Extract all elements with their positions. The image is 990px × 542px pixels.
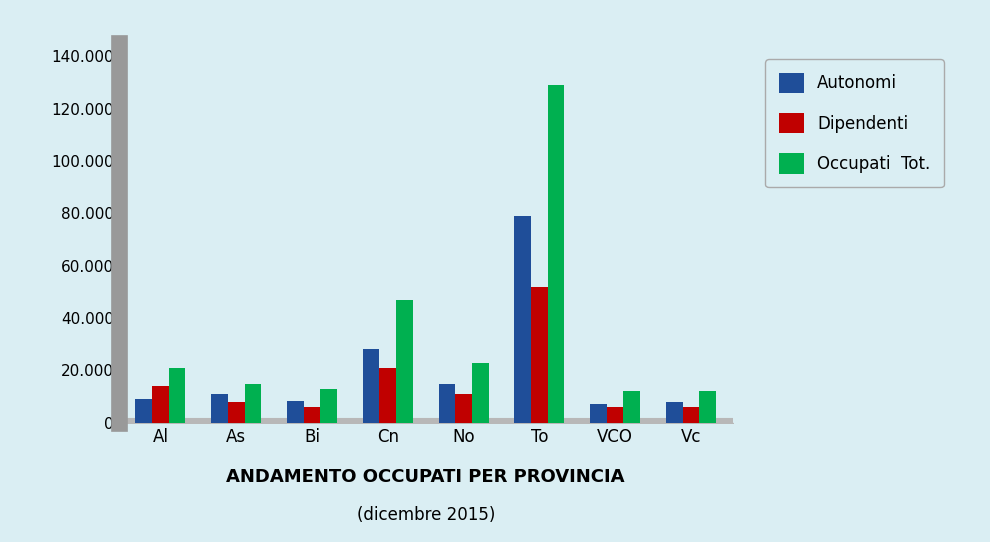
- Bar: [547, 85, 564, 423]
- Bar: [682, 407, 699, 423]
- Text: ANDAMENTO OCCUPATI PER PROVINCIA: ANDAMENTO OCCUPATI PER PROVINCIA: [227, 468, 625, 486]
- Bar: [245, 384, 261, 423]
- Bar: [666, 402, 682, 423]
- Bar: [607, 407, 624, 423]
- Bar: [515, 216, 531, 423]
- Bar: [455, 394, 472, 423]
- Bar: [136, 399, 152, 423]
- Bar: [472, 363, 489, 423]
- Bar: [439, 384, 455, 423]
- Bar: [362, 350, 379, 423]
- Bar: [304, 407, 321, 423]
- Bar: [531, 287, 547, 423]
- Legend: Autonomi, Dipendenti, Occupati  Tot.: Autonomi, Dipendenti, Occupati Tot.: [765, 59, 943, 187]
- Bar: [699, 391, 716, 423]
- Bar: [321, 389, 337, 423]
- Text: (dicembre 2015): (dicembre 2015): [356, 506, 495, 524]
- Bar: [396, 300, 413, 423]
- Bar: [228, 402, 245, 423]
- Bar: [152, 386, 169, 423]
- Bar: [590, 404, 607, 423]
- Bar: [287, 401, 304, 423]
- Bar: [211, 394, 228, 423]
- Bar: [169, 368, 185, 423]
- Bar: [624, 391, 641, 423]
- Bar: [379, 368, 396, 423]
